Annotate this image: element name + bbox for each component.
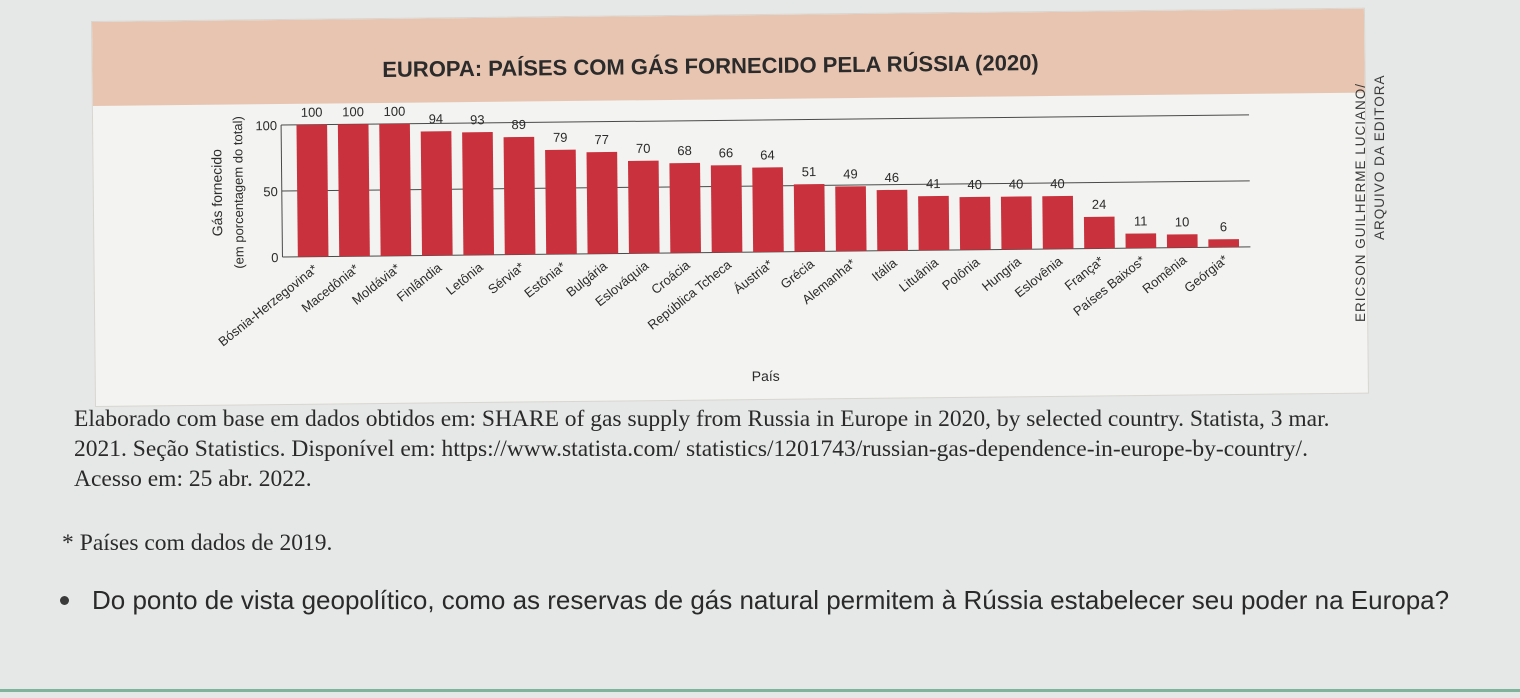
photo-credit: ERICSON GUILHERME LUCIANO/ ARQUIVO DA ED… (1336, 60, 1406, 330)
page-divider (0, 689, 1520, 692)
data-label: 93 (470, 112, 485, 127)
bar (1208, 239, 1240, 248)
gridline (281, 114, 1250, 126)
bar (1125, 233, 1157, 249)
y-tick-label: 50 (263, 184, 278, 199)
y-axis-line (280, 125, 283, 258)
data-label: 100 (301, 105, 323, 120)
credit-line-1: ERICSON GUILHERME LUCIANO/ (1353, 83, 1368, 322)
footnote-text: Países com dados de 2019. (79, 530, 333, 556)
data-label: 41 (926, 176, 941, 191)
data-label: 49 (843, 166, 858, 181)
data-label: 79 (553, 130, 568, 145)
data-label: 46 (885, 170, 900, 185)
x-tick-label: Letônia (443, 259, 486, 298)
bar (627, 160, 660, 254)
credit-line-2: ARQUIVO DA EDITORA (1372, 74, 1387, 240)
data-label: 70 (636, 141, 651, 156)
x-tick-label: Lituânia (896, 254, 942, 295)
bar (296, 124, 329, 257)
data-label: 100 (342, 104, 364, 119)
bar-chart: EUROPA: PAÍSES COM GÁS FORNECIDO PELA RÚ… (92, 8, 1365, 384)
bullet-icon (60, 596, 69, 605)
y-axis-subtitle: (em porcentagem do total) (230, 116, 247, 269)
question-text: Do ponto de vista geopolítico, como as r… (92, 585, 1450, 615)
bar (959, 196, 991, 250)
bar (669, 162, 701, 253)
data-label: 11 (1134, 213, 1148, 228)
y-tick-label: 0 (271, 250, 278, 265)
data-label: 64 (760, 147, 775, 162)
footnote: * Países com dados de 2019. (62, 530, 332, 557)
data-label: 10 (1175, 214, 1190, 229)
question-block: Do ponto de vista geopolítico, como as r… (60, 582, 1500, 619)
x-tick-label: Romênia (1139, 252, 1190, 297)
data-label: 24 (1092, 197, 1107, 212)
bar (1042, 195, 1074, 250)
data-label: 51 (802, 164, 817, 179)
y-tick-label: 100 (255, 118, 277, 133)
data-label: 66 (719, 145, 734, 160)
source-citation: Elaborado com base em dados obtidos em: … (74, 406, 1330, 492)
bar (793, 184, 826, 252)
bar (1166, 234, 1198, 248)
bar (379, 123, 412, 256)
data-label: 77 (594, 132, 609, 147)
bar (918, 195, 950, 251)
x-tick-label: Países Baixos* (1070, 253, 1148, 319)
bar (337, 124, 370, 257)
bar (1083, 216, 1115, 249)
chart-panel: EUROPA: PAÍSES COM GÁS FORNECIDO PELA RÚ… (92, 8, 1368, 406)
bar (1000, 196, 1033, 250)
bar (835, 186, 867, 252)
data-label: 68 (677, 143, 692, 158)
x-tick-label: Geórgia* (1181, 252, 1230, 296)
x-tick-label: Estônia* (521, 259, 568, 301)
data-label: 40 (1050, 176, 1065, 191)
chart-header-band (92, 8, 1365, 106)
bar (462, 132, 495, 256)
bar (503, 136, 536, 255)
bar (876, 189, 908, 251)
bar (545, 149, 577, 255)
x-tick-label: Itália (869, 255, 900, 284)
x-tick-label: Sérvia* (485, 259, 527, 297)
x-tick-label: Eslovênia (1012, 253, 1066, 300)
data-label: 40 (967, 177, 982, 192)
data-label: 89 (511, 117, 526, 132)
footnote-marker: * (62, 530, 74, 556)
bar (752, 167, 784, 253)
data-label: 6 (1220, 219, 1227, 234)
bar (420, 131, 453, 256)
data-label: 40 (1009, 176, 1024, 191)
y-axis-title: Gás fornecido (208, 149, 225, 237)
bar (710, 165, 743, 253)
bar (586, 151, 619, 254)
x-axis-title: País (752, 368, 780, 384)
data-label: 100 (384, 104, 406, 119)
data-label: 94 (429, 111, 444, 126)
x-tick-label: Áustria* (731, 256, 776, 296)
x-tick-label: Finlândia (394, 259, 445, 304)
x-tick-label: Polônia (939, 254, 983, 293)
